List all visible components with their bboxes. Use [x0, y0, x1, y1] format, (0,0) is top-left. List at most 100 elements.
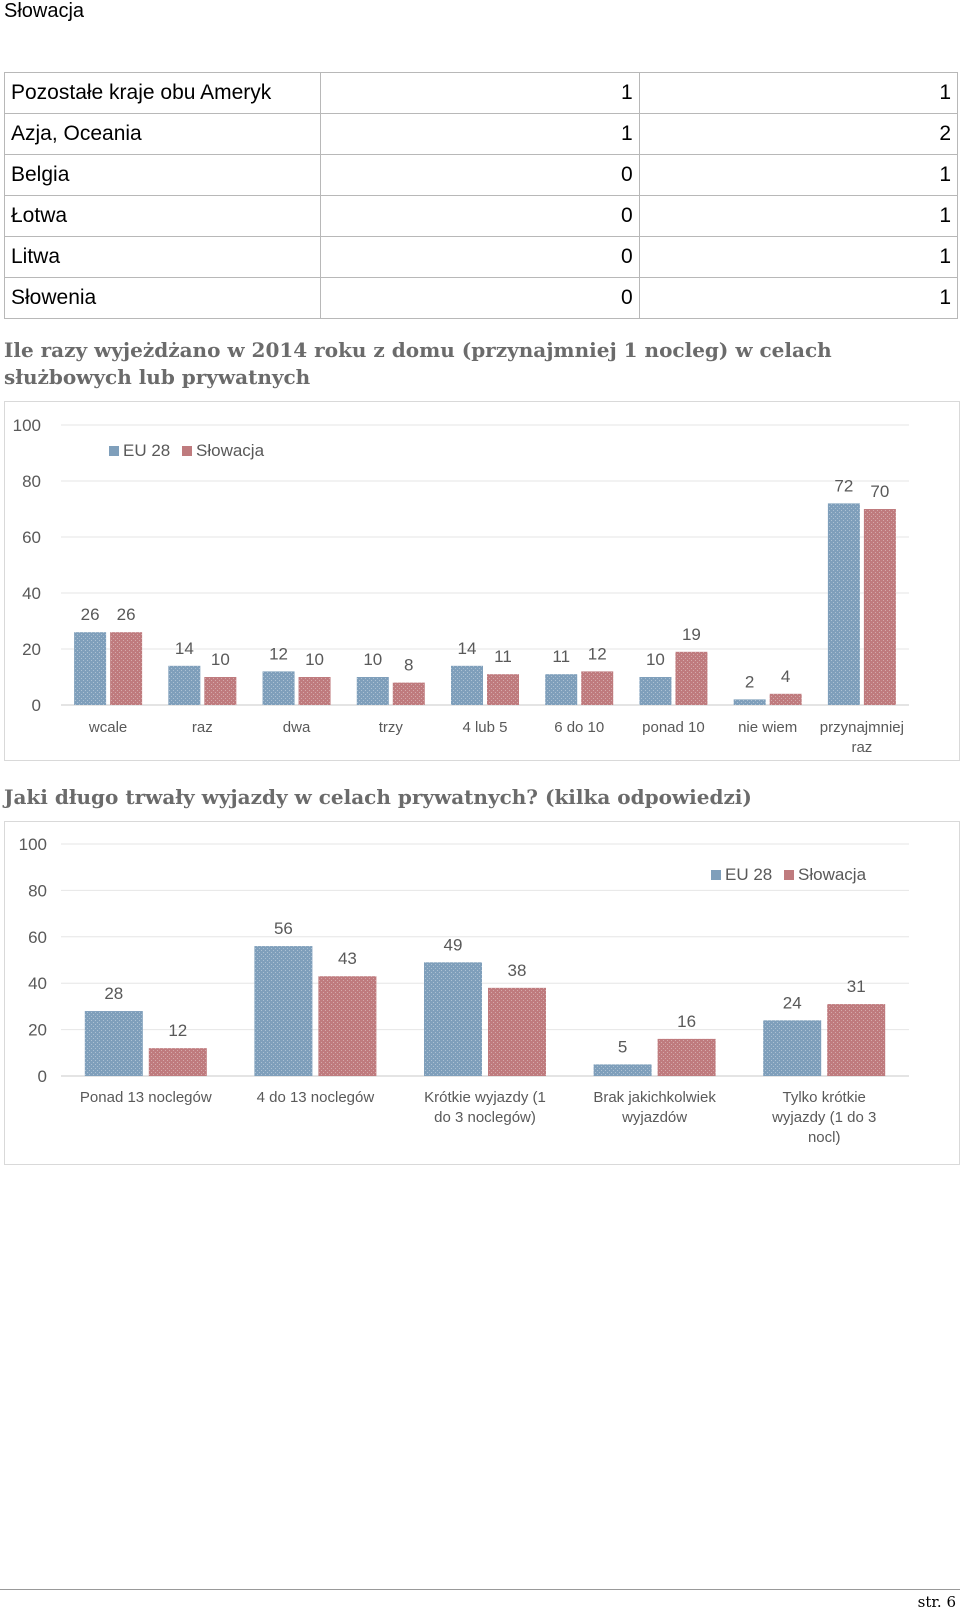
legend-swatch-eu28: [109, 446, 119, 456]
country-table: Pozostałe kraje obu Ameryk 1 1 Azja, Oceani…: [3, 72, 959, 319]
eu-value-cell: 0: [320, 154, 640, 196]
data-label: 11: [552, 647, 570, 666]
y-tick-label: 80: [28, 881, 47, 900]
table-row: Słowenia 0 1: [3, 277, 959, 319]
y-tick-label: 80: [22, 472, 41, 491]
bar-slowacja: [298, 677, 331, 705]
y-tick-label: 0: [32, 696, 41, 715]
table-row: Belgia 0 1: [3, 154, 959, 196]
y-tick-label: 20: [28, 1021, 47, 1040]
bar-slowacja: [487, 674, 519, 705]
x-category-label: wcale: [88, 719, 127, 736]
data-label: 14: [458, 639, 477, 658]
sk-value-cell: 1: [638, 154, 959, 196]
data-label: 28: [104, 984, 123, 1003]
bar-eu28: [763, 1020, 822, 1076]
country-cell: Łotwa: [3, 195, 322, 237]
bar-eu28: [84, 1011, 143, 1076]
data-label: 10: [363, 650, 382, 669]
sk-value-cell: 1: [638, 195, 959, 237]
bar-eu28: [593, 1064, 652, 1076]
bar-slowacja: [827, 1004, 886, 1076]
bar-eu28: [74, 632, 107, 705]
legend-label: Słowacja: [196, 441, 265, 460]
page-header-title: Słowacja: [4, 0, 85, 22]
legend-label: EU 28: [123, 441, 170, 460]
data-label: 43: [338, 949, 357, 968]
eu-value-cell: 1: [320, 113, 640, 155]
table-row: Litwa 0 1: [3, 236, 959, 278]
data-label: 56: [274, 919, 293, 938]
bar-slowacja: [657, 1038, 716, 1076]
bar-eu28: [451, 665, 483, 705]
x-category-label: dwa: [283, 719, 311, 736]
y-tick-label: 40: [22, 584, 41, 603]
x-category-label: Ponad 13 noclegów: [80, 1089, 212, 1106]
data-label: 26: [117, 605, 136, 624]
data-label: 16: [677, 1012, 696, 1031]
bar-eu28: [168, 665, 201, 705]
data-label: 10: [211, 650, 230, 669]
legend-swatch-slowacja: [784, 870, 794, 880]
table-row: Pozostałe kraje obu Ameryk 1 1: [3, 72, 959, 114]
chart1-heading: Ile razy wyjeżdżano w 2014 roku z domu (…: [4, 338, 832, 389]
data-label: 10: [646, 650, 665, 669]
data-label: 12: [269, 644, 288, 663]
legend-label: Słowacja: [798, 865, 867, 884]
bar-slowacja: [581, 671, 614, 705]
bar-eu28: [545, 674, 578, 705]
legend-label: EU 28: [725, 865, 772, 884]
eu-value-cell: 1: [320, 72, 640, 114]
data-label: 12: [168, 1021, 187, 1040]
bar-eu28: [827, 503, 860, 705]
y-tick-label: 40: [28, 974, 47, 993]
bar-eu28: [424, 962, 482, 1076]
country-cell: Azja, Oceania: [3, 113, 322, 155]
sk-value-cell: 2: [638, 113, 959, 155]
data-label: 70: [870, 482, 889, 501]
footer-divider: [0, 1589, 960, 1590]
table-row: Łotwa 0 1: [3, 195, 959, 237]
x-category-label: nie wiem: [738, 719, 797, 736]
chart1-container: 0 20 40 60 80 100 26 26 wcale 14 10 raz 12 10 dwa 10 8 tr…: [4, 401, 960, 761]
eu-value-cell: 0: [320, 277, 640, 319]
y-tick-label: 20: [22, 640, 41, 659]
x-category-label: raz: [192, 719, 213, 736]
chart2-container: 0 20 40 60 80 100 28 12 Ponad 13 noclegów 56 43 4 d…: [4, 821, 960, 1165]
bar-eu28: [733, 699, 766, 705]
x-category-label: 4 lub 5: [462, 719, 507, 736]
y-tick-label: 60: [22, 528, 41, 547]
bar-slowacja: [769, 693, 802, 705]
data-label: 31: [847, 977, 866, 996]
y-tick-label: 60: [28, 928, 47, 947]
data-label: 12: [588, 644, 607, 663]
x-category-label: przynajmniej raz: [820, 719, 904, 756]
x-category-label: 6 do 10: [554, 719, 604, 736]
sk-value-cell: 1: [638, 277, 959, 319]
page-number: str. 6: [917, 1593, 956, 1611]
bar-slowacja: [318, 976, 377, 1076]
country-cell: Belgia: [3, 154, 322, 196]
data-label: 72: [834, 476, 853, 495]
data-label: 24: [783, 993, 802, 1012]
data-label: 49: [444, 935, 463, 954]
bar-slowacja: [392, 682, 425, 705]
data-label: 5: [618, 1037, 627, 1056]
bar-slowacja: [110, 632, 143, 705]
x-category-label: trzy: [379, 719, 404, 736]
x-category-label: Brak jakichkolwiek wyjazdów: [593, 1089, 716, 1126]
country-cell: Litwa: [3, 236, 322, 278]
bar-eu28: [639, 677, 672, 705]
bar-eu28: [356, 677, 389, 705]
country-cell: Pozostałe kraje obu Ameryk: [3, 72, 322, 114]
bar-eu28: [262, 671, 295, 705]
y-tick-label: 100: [13, 416, 41, 435]
bar-slowacja: [863, 509, 896, 705]
y-tick-label: 0: [38, 1067, 47, 1086]
trips-frequency-chart: 0 20 40 60 80 100 26 26 wcale 14 10 raz 12 10 dwa 10 8 tr…: [13, 416, 909, 756]
country-cell: Słowenia: [3, 277, 322, 319]
x-category-label: Tylko krótkie wyjazdy (1 do 3 nocl): [771, 1089, 876, 1146]
x-category-label: ponad 10: [642, 719, 705, 736]
bar-slowacja: [675, 651, 708, 705]
data-label: 2: [745, 672, 754, 691]
